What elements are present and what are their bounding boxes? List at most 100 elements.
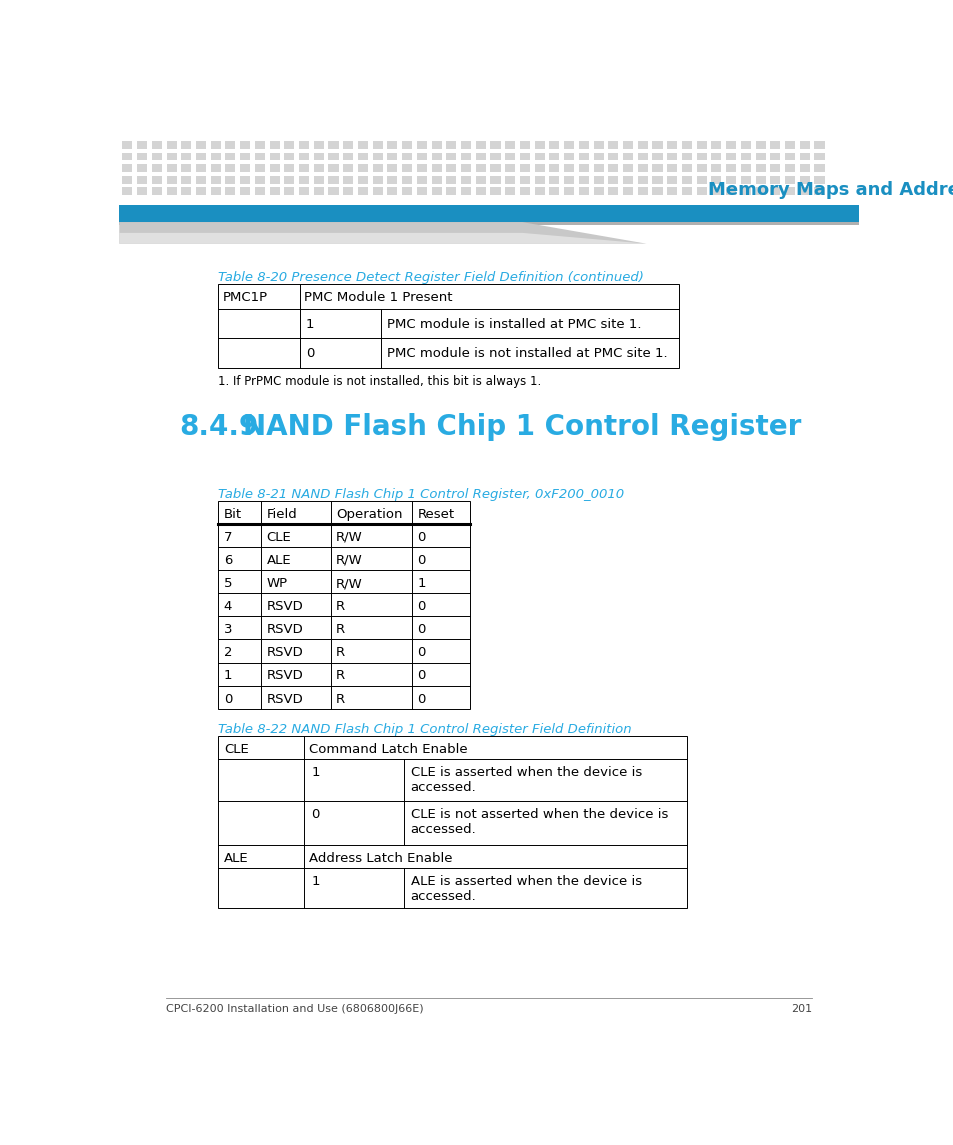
- Bar: [784, 165, 794, 172]
- Text: PMC Module 1 Present: PMC Module 1 Present: [304, 291, 453, 305]
- Bar: [519, 141, 530, 149]
- Bar: [637, 176, 647, 183]
- Bar: [119, 244, 858, 1019]
- Bar: [814, 176, 823, 183]
- Bar: [696, 152, 706, 160]
- Bar: [167, 152, 176, 160]
- Bar: [137, 188, 147, 195]
- Bar: [476, 165, 485, 172]
- Text: Operation: Operation: [335, 507, 402, 521]
- Bar: [652, 165, 661, 172]
- Bar: [416, 165, 427, 172]
- Bar: [755, 165, 765, 172]
- Bar: [270, 141, 279, 149]
- Bar: [608, 165, 618, 172]
- Bar: [637, 188, 647, 195]
- Bar: [799, 152, 809, 160]
- Bar: [608, 152, 618, 160]
- Bar: [769, 165, 780, 172]
- Bar: [402, 152, 412, 160]
- Bar: [373, 141, 382, 149]
- Bar: [137, 141, 147, 149]
- Bar: [460, 188, 471, 195]
- Bar: [240, 176, 250, 183]
- Text: PMC module is not installed at PMC site 1.: PMC module is not installed at PMC site …: [387, 347, 667, 360]
- Text: PMC1P: PMC1P: [223, 291, 268, 305]
- Text: Command Latch Enable: Command Latch Enable: [309, 743, 467, 756]
- Bar: [696, 188, 706, 195]
- Text: 3: 3: [224, 623, 233, 637]
- Bar: [476, 188, 485, 195]
- Bar: [402, 141, 412, 149]
- Bar: [711, 165, 720, 172]
- Text: 0: 0: [417, 531, 426, 544]
- Bar: [225, 188, 235, 195]
- Bar: [505, 165, 515, 172]
- Bar: [284, 188, 294, 195]
- Bar: [505, 176, 515, 183]
- Bar: [387, 176, 397, 183]
- Bar: [402, 165, 412, 172]
- Bar: [814, 188, 823, 195]
- Bar: [343, 176, 353, 183]
- Bar: [476, 141, 485, 149]
- Bar: [476, 152, 485, 160]
- Bar: [534, 188, 544, 195]
- Bar: [387, 165, 397, 172]
- Bar: [563, 176, 574, 183]
- Bar: [152, 176, 162, 183]
- Text: R: R: [335, 670, 345, 682]
- Bar: [622, 176, 633, 183]
- Bar: [490, 165, 500, 172]
- Text: Bit: Bit: [224, 507, 242, 521]
- Bar: [755, 152, 765, 160]
- Bar: [784, 176, 794, 183]
- Bar: [814, 152, 823, 160]
- Bar: [608, 141, 618, 149]
- Bar: [122, 165, 132, 172]
- Bar: [181, 141, 192, 149]
- Bar: [755, 176, 765, 183]
- Bar: [711, 152, 720, 160]
- Bar: [814, 141, 823, 149]
- Bar: [637, 165, 647, 172]
- Text: 5: 5: [224, 577, 233, 590]
- Bar: [195, 152, 206, 160]
- Bar: [240, 141, 250, 149]
- Bar: [225, 176, 235, 183]
- Bar: [167, 176, 176, 183]
- Bar: [460, 176, 471, 183]
- Bar: [814, 165, 823, 172]
- Bar: [460, 141, 471, 149]
- Polygon shape: [119, 232, 645, 244]
- Bar: [578, 176, 588, 183]
- Bar: [490, 176, 500, 183]
- Text: 0: 0: [417, 693, 426, 705]
- Bar: [578, 141, 588, 149]
- Bar: [195, 176, 206, 183]
- Bar: [431, 165, 441, 172]
- Bar: [446, 188, 456, 195]
- Text: WP: WP: [266, 577, 287, 590]
- Bar: [298, 165, 309, 172]
- Bar: [799, 188, 809, 195]
- Bar: [622, 141, 633, 149]
- Text: RSVD: RSVD: [266, 670, 303, 682]
- Text: Memory Maps and Addresses: Memory Maps and Addresses: [707, 181, 953, 198]
- Bar: [446, 152, 456, 160]
- Bar: [152, 165, 162, 172]
- Bar: [402, 176, 412, 183]
- Bar: [784, 152, 794, 160]
- Bar: [298, 141, 309, 149]
- Bar: [725, 152, 736, 160]
- Bar: [211, 165, 220, 172]
- Bar: [784, 188, 794, 195]
- Bar: [181, 176, 192, 183]
- Bar: [519, 152, 530, 160]
- Bar: [284, 176, 294, 183]
- Bar: [328, 188, 338, 195]
- Bar: [240, 152, 250, 160]
- Bar: [725, 141, 736, 149]
- Bar: [446, 141, 456, 149]
- Bar: [666, 152, 677, 160]
